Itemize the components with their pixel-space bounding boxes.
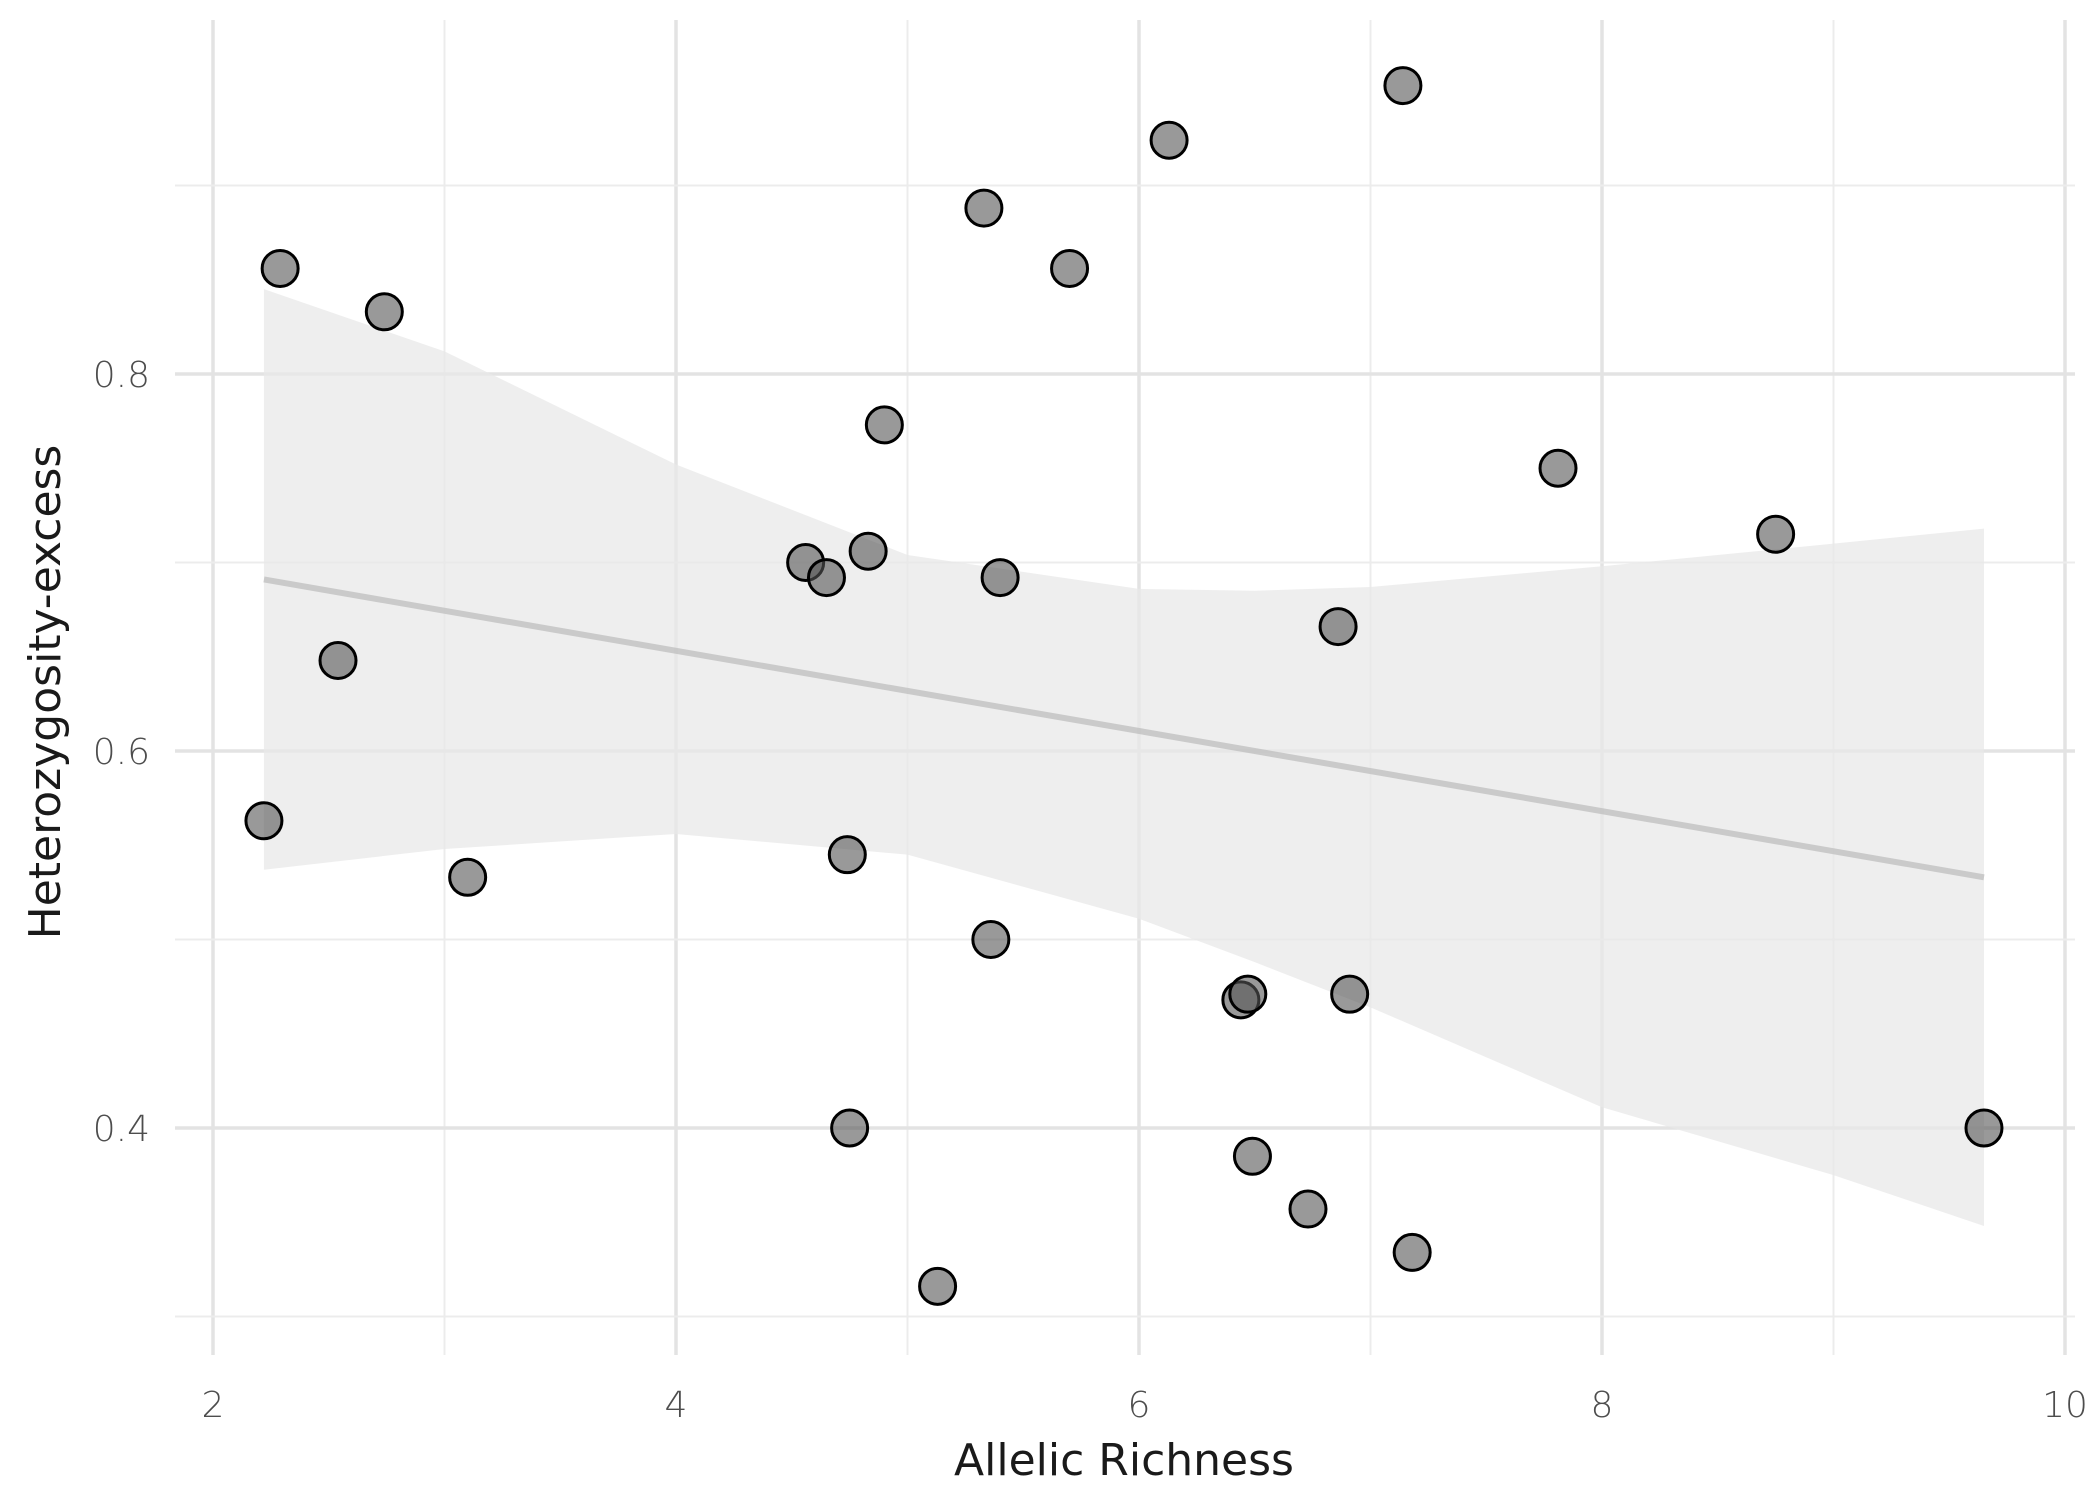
confidence-band-layer xyxy=(263,289,1984,1227)
data-point xyxy=(827,835,867,875)
data-point xyxy=(964,188,1004,228)
data-point xyxy=(971,920,1011,959)
x-tick-label: 2 xyxy=(202,1385,225,1426)
x-tick-label: 10 xyxy=(2042,1385,2088,1426)
data-point xyxy=(1050,248,1090,288)
y-tick-label: 0.8 xyxy=(93,355,150,396)
data-point xyxy=(1149,120,1189,160)
x-axis-title: Allelic Richness xyxy=(954,1435,1294,1486)
tick-labels: 2 4 6 8 10 0.4 0.6 0.8 xyxy=(93,355,2088,1426)
data-point xyxy=(1756,514,1796,554)
data-point xyxy=(1232,1136,1272,1176)
data-point xyxy=(1330,974,1370,1014)
data-point xyxy=(1288,1189,1328,1229)
y-tick-label: 0.6 xyxy=(93,732,150,773)
data-point xyxy=(1538,448,1578,488)
data-point xyxy=(830,1108,870,1148)
fit-line-layer xyxy=(263,576,1985,881)
data-point xyxy=(980,558,1020,598)
data-point xyxy=(1318,607,1358,647)
x-tick-label: 6 xyxy=(1128,1385,1151,1426)
y-tick-label: 0.4 xyxy=(93,1109,150,1150)
data-point xyxy=(806,558,846,598)
data-point xyxy=(1964,1108,2004,1148)
data-point xyxy=(1392,1232,1432,1272)
data-point xyxy=(864,405,904,445)
data-point xyxy=(848,531,888,571)
data-points xyxy=(244,66,2004,1306)
confidence-band xyxy=(263,289,1984,1227)
regression-line xyxy=(263,576,1985,881)
data-point xyxy=(318,641,358,681)
data-point xyxy=(1383,66,1423,106)
data-point xyxy=(918,1266,958,1306)
data-point xyxy=(244,801,284,841)
y-axis-title: Heterozygosity-excess xyxy=(20,445,71,940)
data-point xyxy=(260,248,300,288)
x-tick-label: 4 xyxy=(665,1385,688,1426)
data-point xyxy=(364,292,404,332)
data-point xyxy=(448,857,488,897)
data-point xyxy=(1228,974,1268,1014)
x-tick-label: 8 xyxy=(1591,1385,1614,1426)
